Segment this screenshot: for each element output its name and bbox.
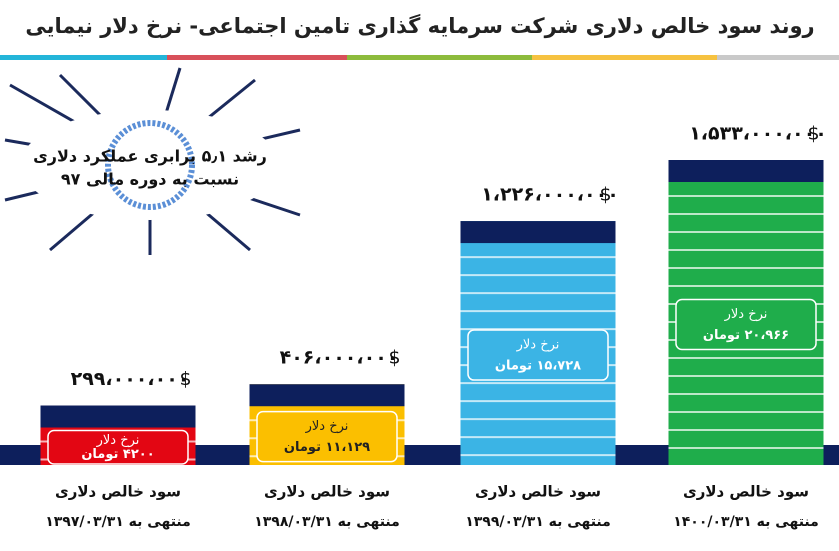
category-title: سود خالص دلاری [683,483,809,501]
rate-box [467,329,609,381]
baseline-band [0,445,839,465]
starburst [4,67,301,255]
x-tick-label: منتهی به ۱۴۰۰/۰۳/۳۱ [673,514,819,530]
currency-label: $ [599,184,611,206]
category-title: سود خالص دلاری [55,483,181,501]
rate-title: نرخ دلار [305,419,349,434]
category-title: سود خالص دلاری [264,483,390,501]
x-tick-label: منتهی به ۱۳۹۸/۰۳/۳۱ [254,514,400,530]
strip [532,55,717,60]
strip [167,55,347,60]
title-strip [0,55,839,60]
strip [717,55,839,60]
bar-cap [668,160,824,182]
value-label: ۲۹۹،۰۰۰،۰۰۰ [71,368,190,390]
value-label: ۱،۵۳۳،۰۰۰،۰۰۰ [689,123,827,145]
annotation: رشد ۵٫۱ برابری عملکرد دلاری [33,147,267,166]
currency-label: $ [388,347,400,369]
rate-title: نرخ دلار [516,338,560,353]
strip [0,55,167,60]
x-tick-label: منتهی به ۱۳۹۷/۰۳/۳۱ [45,514,191,530]
rate-box [256,410,398,463]
chart-title: روند سود خالص دلاری شرکت سرمایه گذاری تا… [25,13,814,38]
rate-label: ۱۱،۱۲۹ تومان [284,440,370,455]
rate-title: نرخ دلار [724,307,768,322]
value-label: ۴۰۶،۰۰۰،۰۰۰ [280,347,399,369]
rate-label: ۴۲۰۰ تومان [81,447,154,462]
ring [105,120,195,210]
rate-label: ۱۵،۷۲۸ تومان [495,359,581,374]
currency-label: $ [179,368,191,390]
bar-cap [249,384,405,407]
rate-box [47,429,189,465]
value-label: ۱،۲۲۶،۰۰۰،۰۰۰ [481,184,619,206]
annotation: نسبت به دوره مالی ۹۷ [61,170,239,189]
currency-label: $ [807,123,819,145]
bar-cap [40,405,196,428]
category-title: سود خالص دلاری [475,483,601,501]
rate-label: ۲۰،۹۶۶ تومان [703,328,789,343]
strip [347,55,532,60]
burst-center [20,110,280,220]
rate-title: نرخ دلار [96,433,140,448]
rate-box [675,298,817,351]
x-tick-label: منتهی به ۱۳۹۹/۰۳/۳۱ [465,514,611,530]
bar-cap [460,221,616,244]
